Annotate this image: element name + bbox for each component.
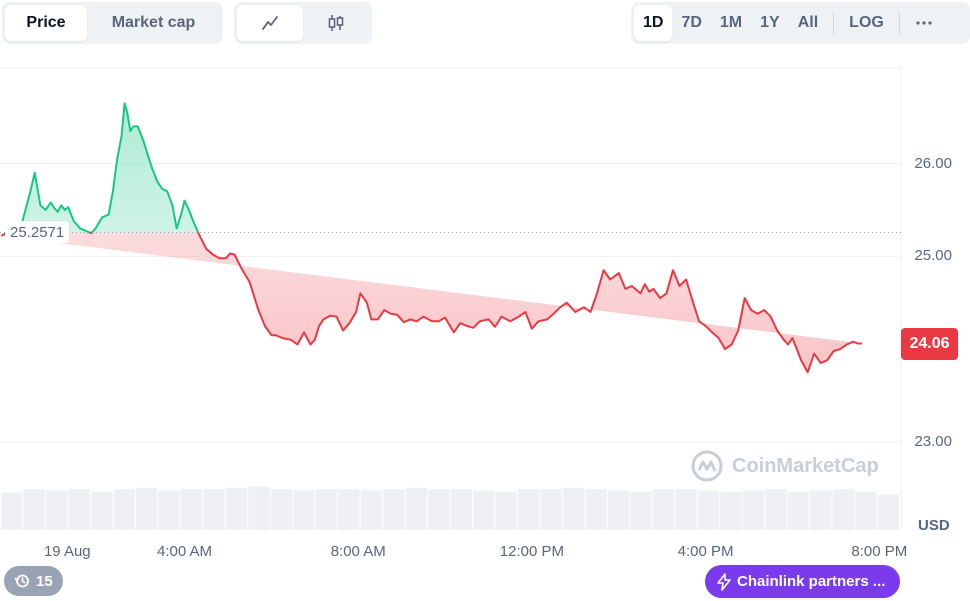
range-1m[interactable]: 1M bbox=[719, 14, 743, 31]
partner-news-banner[interactable]: Chainlink partners ... bbox=[705, 565, 900, 598]
candlestick-icon[interactable] bbox=[303, 5, 369, 41]
volume-bar bbox=[720, 491, 742, 530]
volume-bar bbox=[135, 487, 158, 530]
history-icon bbox=[14, 574, 29, 588]
volume-bar bbox=[338, 489, 360, 530]
x-tick-label: 4:00 AM bbox=[157, 543, 213, 560]
volume-bar bbox=[293, 490, 315, 530]
volume-bar bbox=[360, 490, 383, 530]
range-7d[interactable]: 7D bbox=[681, 14, 702, 31]
y-tick-label: 26.00 bbox=[914, 154, 952, 172]
volume-bar bbox=[517, 489, 540, 530]
volume-bar bbox=[23, 489, 45, 530]
volume-bar bbox=[158, 490, 180, 530]
partner-banner-text: Chainlink partners ... bbox=[737, 573, 886, 590]
volume-bar bbox=[1, 492, 23, 530]
history-badge[interactable]: 15 bbox=[4, 566, 63, 596]
volume-bar bbox=[697, 490, 720, 530]
watermark-text: CoinMarketCap bbox=[732, 454, 879, 477]
currency-label: USD bbox=[918, 517, 950, 534]
volume-bar bbox=[90, 491, 113, 530]
volume-bar bbox=[248, 486, 270, 530]
range-1d[interactable]: 1D bbox=[634, 5, 673, 41]
coinmarketcap-watermark: CoinMarketCap bbox=[690, 449, 879, 483]
volume-bar bbox=[585, 489, 607, 530]
volume-bar bbox=[810, 490, 832, 530]
x-tick-label: 12:00 PM bbox=[499, 543, 565, 560]
y-tick-label: 23.00 bbox=[914, 432, 952, 450]
volume-bar bbox=[495, 491, 517, 530]
more-dots-icon[interactable] bbox=[906, 5, 942, 41]
volume-bar bbox=[787, 491, 810, 530]
lightning-icon bbox=[717, 572, 731, 591]
volume-bar bbox=[765, 489, 787, 530]
volume-bar bbox=[652, 489, 675, 530]
x-tick-label: 8:00 PM bbox=[851, 543, 908, 560]
volume-bar bbox=[180, 489, 203, 530]
volume-bar bbox=[630, 491, 652, 530]
volume-bar bbox=[742, 490, 765, 530]
volume-bar bbox=[855, 491, 877, 530]
volume-bar bbox=[113, 489, 135, 530]
price-line-up bbox=[5, 102, 200, 233]
volume-bar bbox=[203, 489, 225, 530]
volume-bar bbox=[607, 490, 630, 530]
cmc-logo-icon bbox=[691, 450, 723, 482]
chart-type-toggle: Price Market cap bbox=[2, 2, 223, 44]
history-count: 15 bbox=[36, 572, 53, 590]
volume-bar bbox=[562, 487, 585, 530]
price-area-above-baseline bbox=[7, 103, 199, 233]
volume-bar bbox=[270, 489, 293, 530]
time-range-toggle: 1D 7D 1M 1Y All LOG bbox=[631, 2, 970, 44]
line-chart-icon[interactable] bbox=[237, 5, 303, 41]
volume-bar bbox=[472, 490, 495, 530]
volume-bar bbox=[383, 489, 405, 530]
range-1y[interactable]: 1Y bbox=[760, 14, 780, 31]
divider bbox=[898, 12, 900, 34]
volume-bar bbox=[675, 489, 697, 530]
divider bbox=[833, 12, 835, 34]
volume-bar bbox=[832, 489, 855, 530]
chart-style-toggle bbox=[234, 2, 372, 44]
volume-bar bbox=[68, 489, 90, 530]
market-cap-tab[interactable]: Market cap bbox=[111, 14, 196, 31]
volume-bar bbox=[45, 490, 68, 530]
volume-bar bbox=[540, 489, 562, 530]
volume-bar bbox=[877, 494, 899, 530]
x-tick-label: 19 Aug bbox=[43, 543, 91, 560]
volume-bar bbox=[450, 489, 472, 530]
x-tick-label: 8:00 AM bbox=[330, 543, 386, 560]
price-area-below-baseline bbox=[1, 232, 862, 373]
volume-bar bbox=[225, 487, 248, 530]
volume-bar bbox=[428, 489, 450, 530]
baseline-price-label: 25.2571 bbox=[5, 221, 70, 244]
range-all[interactable]: All bbox=[797, 14, 819, 31]
price-tab[interactable]: Price bbox=[5, 5, 87, 41]
x-tick-label: 4:00 PM bbox=[677, 543, 734, 560]
price-line-down bbox=[0, 232, 862, 374]
current-price-label: 24.06 bbox=[901, 327, 958, 360]
volume-bar bbox=[405, 487, 428, 530]
log-scale-button[interactable]: LOG bbox=[849, 14, 884, 31]
y-tick-label: 25.00 bbox=[914, 247, 952, 265]
volume-bar bbox=[315, 489, 338, 530]
